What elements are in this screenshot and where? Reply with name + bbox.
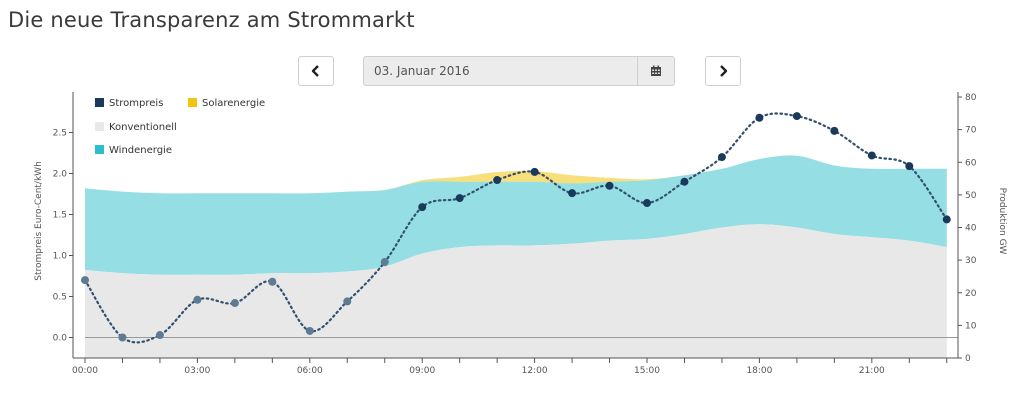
page-title: Die neue Transparenz am Strommarkt [8,8,415,32]
x-tick-label: 03:00 [184,366,210,376]
right-tick-label: 80 [965,93,977,103]
left-tick-label: 2.5 [53,129,67,139]
area-konventionell [85,224,947,358]
line-strompreis [83,112,948,344]
left-axis-title: Strompreis Euro-Cent/kWh [34,161,44,281]
legend-swatch-konventionell [95,122,104,131]
point-strompreis[interactable] [568,189,577,198]
legend-label-solar: Solarenergie [202,98,265,109]
point-strompreis[interactable] [680,177,689,186]
right-tick-label: 10 [965,321,977,331]
point-strompreis[interactable] [942,215,951,224]
left-tick-label: 1.0 [53,252,68,262]
right-tick-label: 60 [965,158,977,168]
point-strompreis[interactable] [717,153,726,162]
right-tick-label: 30 [965,256,977,266]
point-strompreis[interactable] [755,113,764,122]
calendar-icon [651,65,661,76]
point-strompreis[interactable] [605,181,614,190]
left-tick-label: 0.5 [53,293,67,303]
point-strompreis[interactable] [118,333,127,342]
right-tick-label: 40 [965,224,977,234]
right-tick-label: 0 [965,354,971,364]
x-tick-label: 06:00 [297,366,323,376]
left-tick-label: 2.0 [53,170,68,180]
right-tick-label: 50 [965,191,977,201]
chevron-right-icon [720,65,728,77]
x-tick-label: 18:00 [746,366,772,376]
legend-swatch-strompreis [95,98,104,107]
point-strompreis[interactable] [905,162,914,171]
point-strompreis[interactable] [305,326,314,335]
right-tick-label: 70 [965,126,977,136]
point-strompreis[interactable] [343,297,352,306]
legend-label-strompreis: Strompreis [109,98,163,109]
legend-swatch-wind [95,145,104,154]
right-tick-label: 20 [965,289,977,299]
next-day-button[interactable] [705,56,741,86]
x-tick-label: 09:00 [409,366,435,376]
date-picker[interactable]: 03. Januar 2016 [363,56,675,86]
point-strompreis[interactable] [643,199,652,208]
legend: Strompreis Solarenergie Konventionell Winde… [95,98,265,156]
point-strompreis[interactable] [455,194,464,203]
point-strompreis[interactable] [867,151,876,160]
area-windenergie [85,155,947,275]
point-strompreis[interactable] [193,295,202,304]
previous-day-button[interactable] [298,56,334,86]
point-strompreis[interactable] [380,258,389,267]
calendar-button[interactable] [637,57,674,85]
right-axis-title: Produktion GW [997,188,1007,255]
x-tick-label: 12:00 [522,366,548,376]
point-strompreis[interactable] [493,176,502,185]
chevron-left-icon [311,65,319,77]
point-strompreis[interactable] [81,276,89,285]
legend-swatch-solar [188,98,197,107]
point-strompreis[interactable] [230,299,239,308]
x-tick-label: 15:00 [634,366,660,376]
point-strompreis[interactable] [268,277,277,286]
point-strompreis[interactable] [530,167,539,176]
area-series [85,155,947,358]
left-tick-label: 0.0 [53,334,68,344]
point-strompreis[interactable] [155,331,164,340]
legend-label-konventionell: Konventionell [109,122,177,133]
point-strompreis[interactable] [830,126,839,135]
legend-label-wind: Windenergie [109,145,172,156]
point-strompreis[interactable] [418,203,427,212]
left-tick-label: 1.5 [53,211,67,221]
point-strompreis[interactable] [792,112,801,121]
x-tick-label: 00:00 [72,366,98,376]
date-input[interactable]: 03. Januar 2016 [374,64,470,78]
x-tick-label: 21:00 [859,366,885,376]
